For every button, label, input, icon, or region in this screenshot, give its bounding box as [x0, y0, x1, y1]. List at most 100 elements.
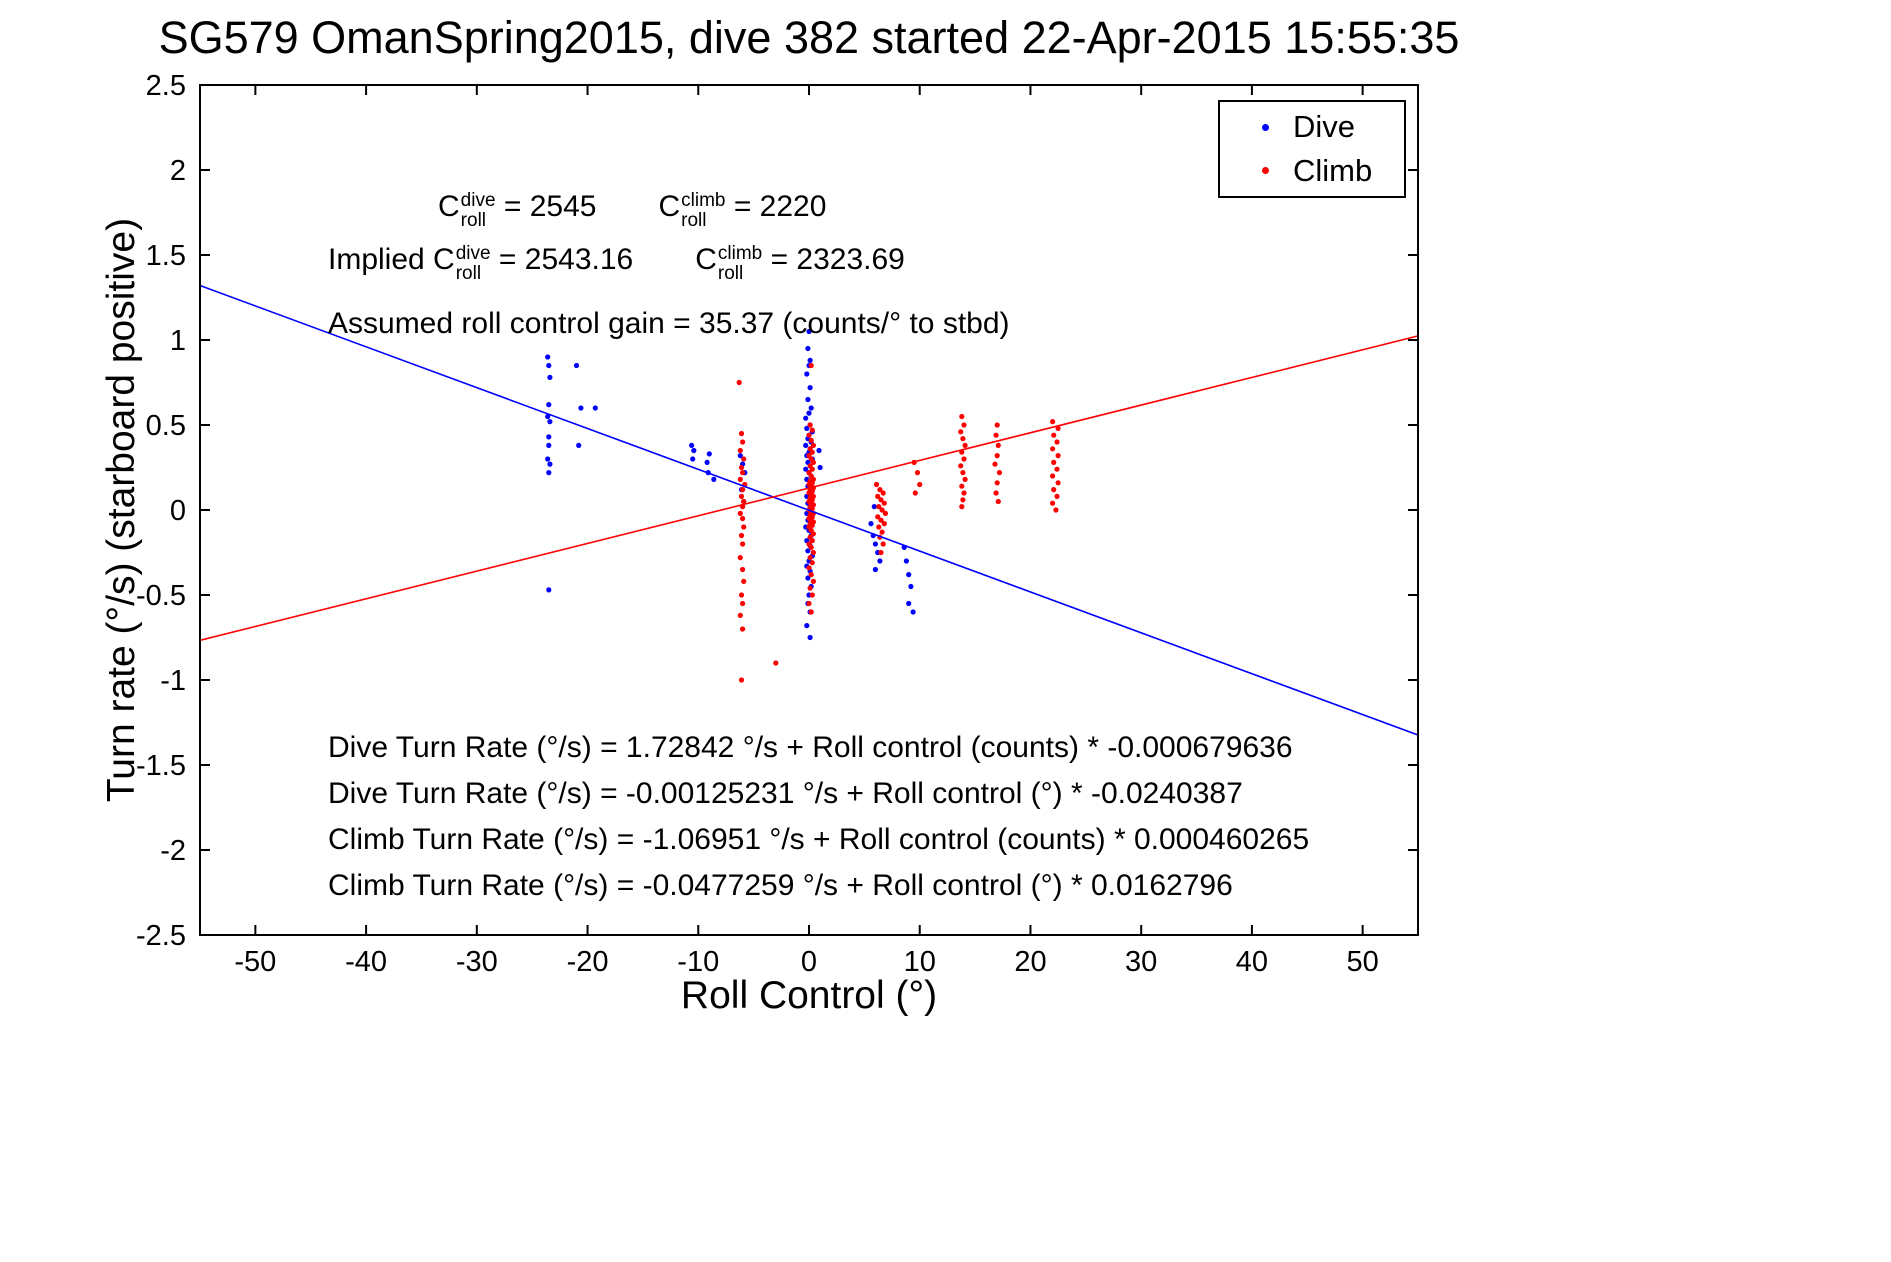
scatter-point-dive [547, 461, 553, 467]
scatter-point-climb [879, 507, 885, 513]
scatter-point-climb [740, 541, 746, 547]
scatter-point-dive [546, 362, 552, 369]
scatter-point-climb [1054, 439, 1060, 445]
scatter-point-dive [690, 456, 696, 462]
scatter-point-climb [807, 422, 813, 428]
gain-annotation: Assumed roll control gain = 35.37 (count… [328, 307, 1010, 340]
scatter-point-dive [578, 405, 584, 411]
scatter-point-climb [994, 480, 1000, 486]
scatter-point-climb [741, 456, 747, 462]
scatter-point-climb [879, 529, 885, 535]
scatter-point-dive [807, 357, 813, 363]
scatter-point-climb [1050, 446, 1056, 452]
scatter-point-climb [1053, 507, 1059, 513]
scatter-point-dive [546, 402, 552, 408]
equation-climb-counts: Climb Turn Rate (°/s) = -1.06951 °/s + R… [328, 823, 1310, 856]
scatter-point-climb [737, 612, 743, 619]
scatter-point-climb [961, 490, 967, 496]
scatter-point-climb [912, 490, 918, 496]
scatter-point-climb [738, 493, 745, 499]
scatter-point-climb [994, 422, 1000, 428]
scatter-point-climb [881, 500, 887, 506]
scatter-point-climb [740, 487, 746, 493]
scatter-point-climb [737, 447, 743, 454]
scatter-point-dive [872, 541, 879, 547]
scatter-point-climb [961, 422, 967, 428]
scatter-point-climb [1050, 500, 1056, 506]
scatter-point-climb [1051, 432, 1057, 438]
scatter-point-climb [740, 470, 746, 476]
y-tick-label: -2 [160, 835, 186, 867]
scatter-point-dive [877, 558, 883, 564]
scatter-point-climb [808, 362, 814, 369]
scatter-point-climb [773, 660, 779, 666]
scatter-point-dive [691, 447, 697, 454]
scatter-point-climb [738, 592, 745, 598]
y-tick-label: -1 [160, 665, 186, 697]
scatter-point-dive [706, 451, 712, 457]
scatter-point-dive [737, 453, 743, 459]
annotation-text: = 2323.69 [762, 243, 905, 276]
scatter-point-climb [1054, 466, 1060, 472]
scatter-point-dive [808, 405, 814, 411]
scatter-point-dive [906, 600, 912, 607]
y-tick-label: 1 [170, 325, 186, 357]
scatter-point-climb [873, 481, 880, 488]
scatter-point-climb [881, 521, 887, 527]
y-tick-label: 2.5 [146, 70, 186, 102]
scatter-point-climb [993, 490, 999, 496]
x-tick-label: -10 [677, 946, 719, 978]
scatter-point-climb [737, 555, 743, 561]
scatter-point-climb [960, 497, 966, 503]
scatter-point-dive [872, 566, 879, 573]
legend: Dive Climb [1218, 100, 1406, 198]
scatter-point-climb [741, 498, 747, 505]
scatter-point-dive [804, 371, 810, 377]
scatter-point-climb [994, 453, 1000, 459]
scatter-point-dive [546, 442, 552, 448]
x-tick-label: -20 [567, 946, 609, 978]
legend-entry-dive: Dive [1220, 109, 1404, 145]
scatter-point-climb [806, 432, 812, 438]
legend-label-dive: Dive [1293, 109, 1356, 145]
scatter-point-dive [547, 419, 553, 425]
scatter-point-climb [809, 427, 815, 433]
scatter-point-climb [806, 600, 812, 607]
y-tick-label: 2 [170, 155, 186, 187]
scatter-point-climb [962, 442, 968, 448]
scatter-point-dive [704, 459, 710, 465]
scatter-point-climb [809, 560, 815, 566]
scatter-point-dive [803, 466, 809, 472]
scatter-point-climb [740, 515, 746, 522]
scatter-point-dive [805, 575, 811, 581]
scatter-point-dive [868, 521, 874, 527]
scatter-point-dive [817, 464, 823, 471]
fit-line-climb [199, 335, 1419, 642]
scatter-point-climb [807, 585, 813, 591]
y-tick-label: 0.5 [146, 410, 186, 442]
annotation-text: = 2220 [725, 190, 827, 223]
equation-dive-counts: Dive Turn Rate (°/s) = 1.72842 °/s + Rol… [328, 731, 1293, 764]
y-tick-label: -0.5 [136, 580, 186, 612]
equation-dive-degrees: Dive Turn Rate (°/s) = -0.00125231 °/s +… [328, 777, 1243, 810]
scatter-point-climb [741, 578, 747, 585]
scatter-point-climb [878, 497, 884, 503]
scatter-point-dive [906, 572, 912, 578]
scatter-point-dive [545, 456, 551, 462]
scatter-point-dive [546, 587, 552, 593]
scatter-point-dive [711, 476, 717, 482]
y-tick-label: 1.5 [146, 240, 186, 272]
scatter-point-dive [807, 385, 813, 391]
scatter-point-climb [959, 504, 965, 510]
x-tick-label: 40 [1236, 946, 1268, 978]
scatter-point-climb [806, 565, 812, 571]
equation-climb-degrees: Climb Turn Rate (°/s) = -0.0477259 °/s +… [328, 869, 1233, 902]
scatter-point-climb [996, 470, 1003, 476]
annotation-text: Implied [328, 243, 434, 276]
scatter-point-climb [738, 464, 745, 471]
scatter-point-climb [808, 437, 814, 443]
scatter-point-dive [805, 345, 811, 352]
